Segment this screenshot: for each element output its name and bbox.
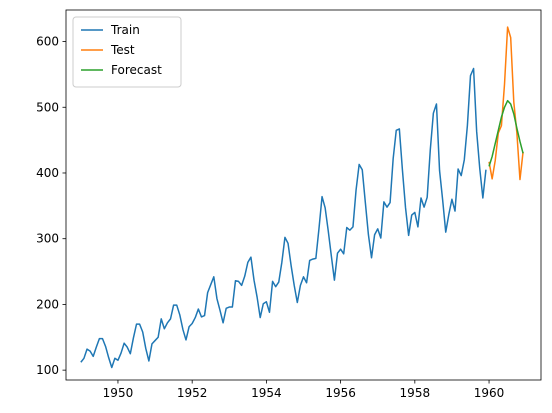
x-tick-label: 1960 xyxy=(474,386,505,400)
y-tick-label: 100 xyxy=(36,363,59,377)
y-tick-label: 500 xyxy=(36,100,59,114)
legend-label-train: Train xyxy=(110,23,140,37)
legend-label-test: Test xyxy=(110,43,135,57)
series-line-forecast xyxy=(488,99,524,167)
series-line-test xyxy=(488,26,524,181)
y-tick-label: 200 xyxy=(36,297,59,311)
series-layer xyxy=(80,26,524,369)
x-tick-label: 1952 xyxy=(177,386,208,400)
x-tick-label: 1950 xyxy=(103,386,134,400)
y-tick-label: 300 xyxy=(36,232,59,246)
series-line-train xyxy=(80,67,487,369)
y-tick-label: 400 xyxy=(36,166,59,180)
axes-frame xyxy=(65,9,542,381)
axes-layer: 1950 1952 1954 1956 1958 1960 100 200 300 400 500 6… xyxy=(36,9,542,400)
x-tick-label: 1956 xyxy=(325,386,356,400)
x-tick-label: 1954 xyxy=(251,386,282,400)
legend: Train Test Forecast xyxy=(72,16,182,88)
legend-label-forecast: Forecast xyxy=(111,63,162,77)
x-tick-label: 1958 xyxy=(400,386,431,400)
y-tick-label: 600 xyxy=(36,35,59,49)
